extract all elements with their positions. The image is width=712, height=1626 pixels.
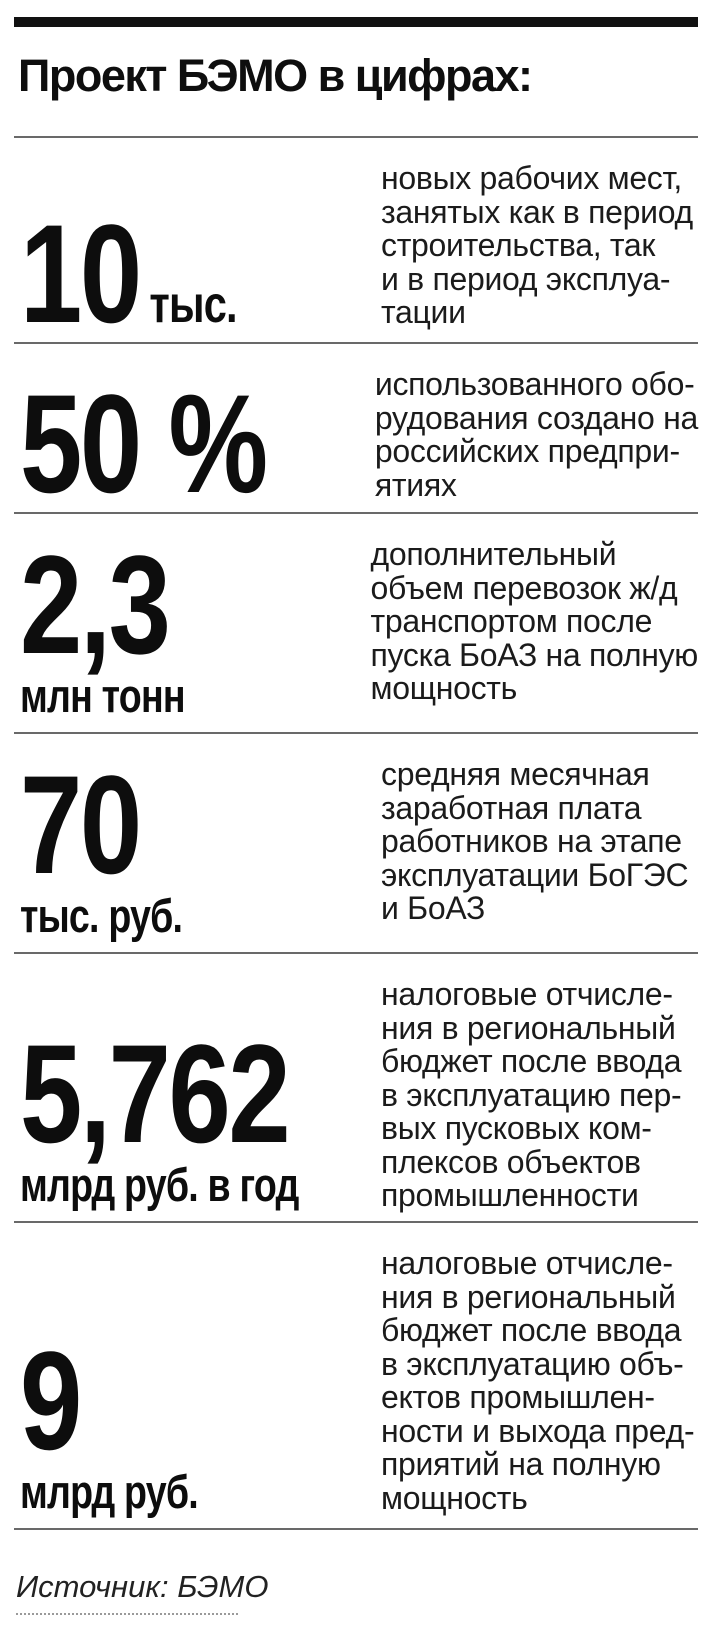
- source-dotted-rule: [16, 1613, 238, 1615]
- stat-number-block: 70 тыс. руб.: [14, 734, 381, 952]
- stat-unit: тыс. руб.: [20, 888, 183, 942]
- stat-row-jobs: 10 тыс. новых рабочих мест, занятых как в…: [14, 136, 698, 344]
- stat-value-suffix: тыс.: [149, 276, 237, 334]
- stat-row-rail-volume: 2,3 млн тонн дополнительный объем перево…: [14, 512, 698, 732]
- stat-number-wrap: 2,3 млн тонн: [20, 534, 300, 722]
- stat-row-equipment: 50 % использованного обо- рудования созд…: [14, 342, 698, 514]
- stat-value-number: 70: [20, 745, 142, 903]
- stat-number-block: 50 %: [14, 344, 375, 514]
- stat-value: 5,762: [20, 1023, 309, 1163]
- stat-value: 50 %: [20, 374, 304, 514]
- stat-value-number: 50 %: [20, 365, 268, 522]
- stat-description: дополнительный объем перевозок ж/д транс…: [370, 536, 699, 706]
- stat-value-number: 9: [20, 1321, 82, 1479]
- stat-value: 9: [20, 1330, 309, 1470]
- stat-value-number: 2,3: [20, 525, 171, 683]
- source-label: Источник: БЭМО: [16, 1569, 269, 1604]
- stat-description: налоговые отчисле- ния в региональный бю…: [381, 976, 682, 1213]
- stat-value: 10 тыс.: [20, 204, 309, 344]
- stat-value-number: 5,762: [20, 1014, 291, 1172]
- stat-number-block: 9 млрд руб.: [14, 1223, 381, 1528]
- stat-description: новых рабочих мест, занятых как в период…: [381, 160, 693, 330]
- stat-number-wrap: 9 млрд руб.: [20, 1330, 309, 1518]
- stat-number-wrap: 10 тыс.: [20, 204, 309, 344]
- stat-description: использованного обо- рудования создано н…: [374, 366, 698, 503]
- stat-value: 2,3: [20, 534, 300, 674]
- stat-row-taxes-full: 9 млрд руб. налоговые отчисле- ния в рег…: [14, 1221, 698, 1528]
- stat-unit: млн тонн: [20, 668, 186, 722]
- stat-number-block: 10 тыс.: [14, 138, 381, 344]
- stat-number-block: 5,762 млрд руб. в год: [14, 954, 381, 1221]
- stat-row-taxes-initial: 5,762 млрд руб. в год налоговые отчисле-…: [14, 952, 698, 1221]
- footer: Источник: БЭМО: [14, 1528, 698, 1615]
- stat-description: средняя месячная заработная плата работн…: [381, 756, 689, 926]
- stat-row-salary: 70 тыс. руб. средняя месячная заработная…: [14, 732, 698, 952]
- stat-number-wrap: 50 %: [20, 374, 304, 514]
- stat-value: 70: [20, 754, 309, 894]
- stat-unit: млрд руб. в год: [20, 1157, 299, 1211]
- page-title: Проект БЭМО в цифрах:: [18, 50, 533, 101]
- stat-unit: млрд руб.: [20, 1464, 199, 1518]
- stat-number-block: 2,3 млн тонн: [14, 514, 371, 732]
- stat-description: налоговые отчисле- ния в региональный бю…: [381, 1245, 695, 1516]
- stat-number-wrap: 5,762 млрд руб. в год: [20, 1023, 309, 1211]
- stat-value-number: 10: [20, 195, 142, 352]
- top-black-bar: [14, 17, 698, 27]
- stat-number-wrap: 70 тыс. руб.: [20, 754, 309, 942]
